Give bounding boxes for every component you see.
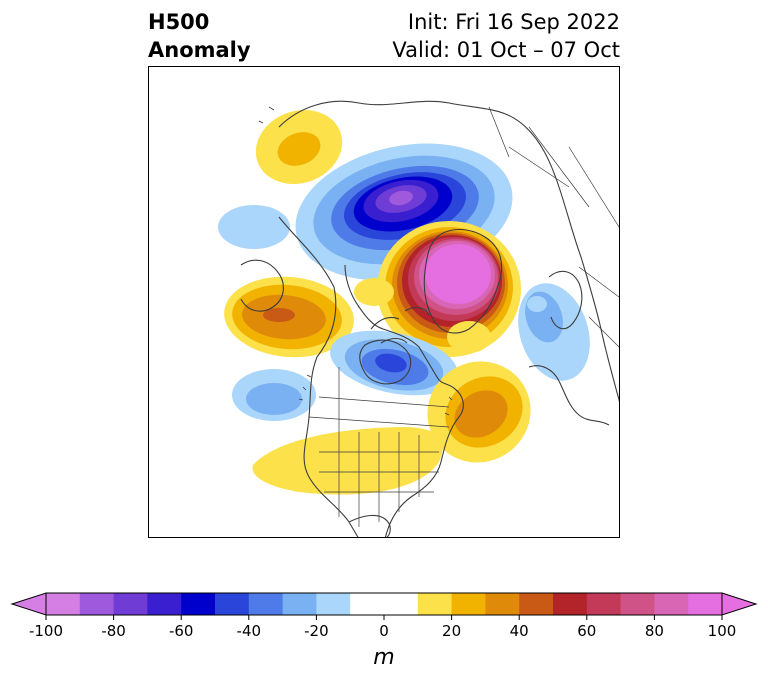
colorbar-bin (586, 593, 622, 615)
eurasia-borders (488, 106, 619, 348)
colorbar-bin (215, 593, 250, 615)
southern-us-ridge-anomaly (252, 427, 443, 495)
siberia-ridge-anomaly (255, 109, 343, 185)
colorbar-bin (181, 593, 216, 615)
colorbar-unit-label: m (373, 645, 395, 670)
hudson-bay-coast (359, 339, 412, 385)
ridge-connector (354, 278, 394, 306)
bering-trough-anomaly (218, 205, 290, 249)
colorbar-bin (620, 593, 655, 615)
canada-province-borders (308, 367, 450, 437)
colorbar-bin (519, 593, 554, 615)
colorbar-extend-high (721, 592, 758, 616)
anomaly-map-svg (149, 100, 619, 537)
colorbar-bin (350, 593, 419, 615)
valid-range: Valid: 01 Oct – 07 Oct (392, 38, 620, 62)
hudson-bay-trough-anomaly (330, 330, 458, 396)
colorbar-tick-label: 40 (510, 622, 529, 640)
colorbar-bin (79, 593, 115, 615)
colorbar-tick-label: -20 (304, 622, 329, 640)
colorbar-tick-label: 0 (379, 622, 389, 640)
colorbar-bin (451, 593, 486, 615)
colorbar-bin (113, 593, 148, 615)
colorbar-tick-label: 80 (645, 622, 664, 640)
colorbar-bin (688, 593, 723, 615)
eurasia-coast (278, 100, 619, 402)
colorbar-tick-label: 100 (708, 622, 737, 640)
north-atlantic-ridge-anomaly (427, 321, 531, 463)
greenland-coast (423, 228, 503, 334)
colorbar-tick-label: -40 (237, 622, 262, 640)
europe-trough-anomaly (518, 283, 590, 381)
colorbar-extend-low (10, 592, 47, 616)
north-america-coast (278, 216, 464, 537)
us-state-borders (319, 432, 439, 527)
colorbar: -100 -80 -60 -40 -20 0 20 40 60 80 100 (0, 580, 768, 680)
north-pacific-ridge-anomaly (149, 276, 354, 358)
arctic-islands (370, 306, 430, 344)
gulf-coast (348, 514, 391, 537)
east-pacific-trough-anomaly (232, 369, 316, 421)
colorbar-bin (46, 593, 81, 615)
colorbar-bin (485, 593, 520, 615)
title-line-2: Anomaly (148, 38, 251, 62)
map-title: H500 Anomaly (148, 8, 251, 64)
colorbar-svg: -100 -80 -60 -40 -20 0 20 40 60 80 100 (10, 592, 758, 640)
colorbar-bin (316, 593, 351, 615)
colorbar-bin (282, 593, 317, 615)
colorbar-tick-label: 20 (442, 622, 461, 640)
colorbar-tick-label: 60 (577, 622, 596, 640)
europe-coast (528, 365, 610, 426)
init-date: Init: Fri 16 Sep 2022 (407, 10, 620, 34)
colorbar-tick-label: -60 (169, 622, 194, 640)
colorbar-bin (654, 593, 689, 615)
colorbar-bin (553, 593, 588, 615)
forecast-dates: Init: Fri 16 Sep 2022 Valid: 01 Oct – 07… (392, 8, 620, 64)
colorbar-bin (417, 593, 453, 615)
alaska-coast (240, 259, 284, 312)
coastlines (240, 100, 619, 537)
colorbar-bin (147, 593, 182, 615)
colorbar-tick-label: -100 (29, 622, 63, 640)
colorbar-bin (248, 593, 284, 615)
anomaly-fields (149, 109, 590, 495)
anomaly-map (148, 66, 620, 538)
siberia-arctic-trough-anomaly (295, 143, 513, 281)
colorbar-tick-label: -80 (101, 622, 126, 640)
small-islands (258, 106, 453, 416)
title-line-1: H500 (148, 10, 210, 34)
scandinavia-coast (548, 270, 583, 330)
